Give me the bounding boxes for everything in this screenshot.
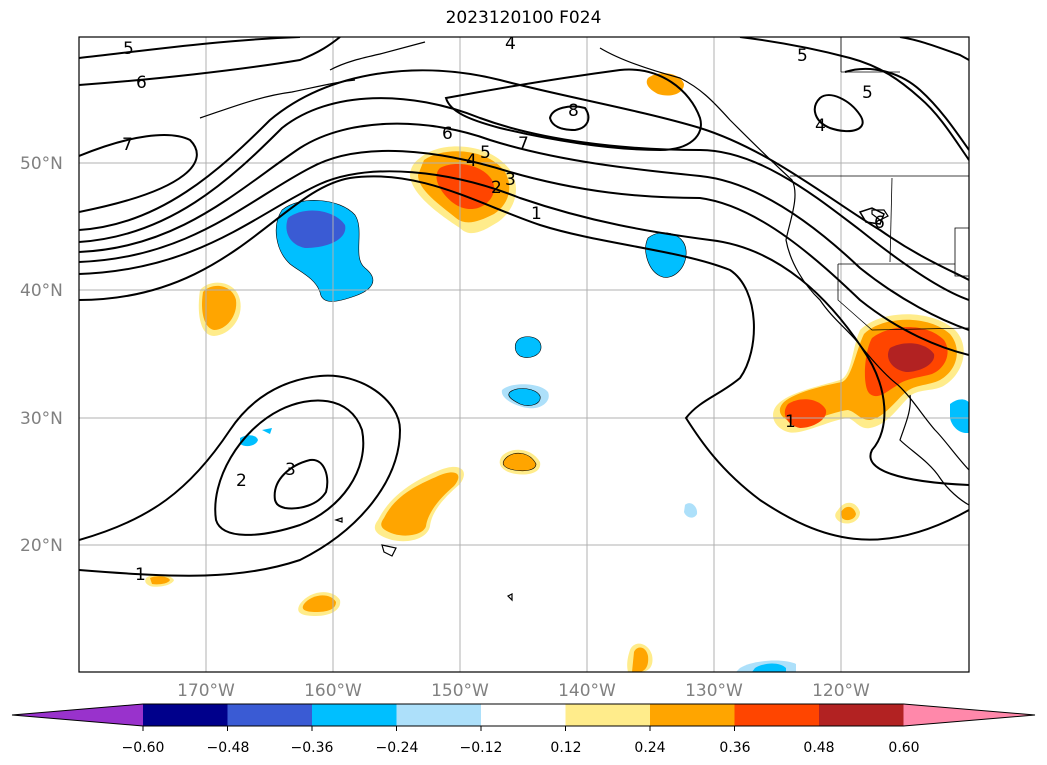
contour-labels: 5 4 5 6 7 8 6 7 4 5 3 2 1 5 4 6 1 2 3 1 bbox=[122, 34, 885, 585]
colorbar-segment bbox=[481, 704, 566, 726]
colorbar-segment bbox=[565, 704, 651, 726]
colorbar-segment bbox=[143, 704, 228, 726]
contour-label: 4 bbox=[505, 34, 516, 54]
lat-label: 40°N bbox=[20, 281, 63, 301]
colorbar-segment bbox=[819, 704, 904, 726]
colorbar-segment bbox=[396, 704, 482, 726]
colorbar-segment bbox=[734, 704, 820, 726]
lon-label: 130°W bbox=[685, 681, 743, 701]
colorbar-tick-label: 0.12 bbox=[550, 740, 581, 756]
contour-label: 5 bbox=[480, 143, 491, 163]
colorbar-tick-label: −0.60 bbox=[122, 740, 165, 756]
lon-label: 140°W bbox=[558, 681, 616, 701]
contour-label: 6 bbox=[136, 73, 147, 93]
colorbar-segment bbox=[650, 704, 735, 726]
contour-label: 2 bbox=[491, 178, 502, 198]
contour-label: 5 bbox=[123, 39, 134, 59]
gridlines bbox=[79, 37, 969, 672]
lon-label: 150°W bbox=[431, 681, 489, 701]
map-panel: 5 4 5 6 7 8 6 7 4 5 3 2 1 5 4 6 1 2 3 1 bbox=[79, 34, 969, 672]
contour-label: 6 bbox=[442, 124, 453, 144]
lat-label: 50°N bbox=[20, 154, 63, 174]
colorbar-tick-label: 0.24 bbox=[634, 740, 665, 756]
colorbar-extend-min bbox=[12, 704, 143, 726]
contour-label: 4 bbox=[815, 116, 826, 136]
contour-label: 1 bbox=[531, 204, 542, 224]
height-contours bbox=[79, 37, 969, 577]
colorbar bbox=[11, 703, 1036, 731]
contour-label: 7 bbox=[518, 134, 529, 154]
colorbar-extend-max bbox=[903, 704, 1035, 726]
negative-anomaly-region bbox=[514, 336, 542, 358]
contour-label: 8 bbox=[568, 101, 579, 121]
map-title: 2023120100 F024 bbox=[445, 8, 602, 28]
contour-label: 3 bbox=[285, 460, 296, 480]
longitude-labels: 170°W 160°W 150°W 140°W 130°W 120°W bbox=[177, 681, 870, 701]
colorbar-tick-label: −0.24 bbox=[376, 740, 419, 756]
lat-label: 30°N bbox=[20, 409, 63, 429]
colorbar-segment bbox=[227, 704, 313, 726]
lon-label: 160°W bbox=[304, 681, 362, 701]
colorbar-tick-label: 0.60 bbox=[888, 740, 919, 756]
contour-label: 1 bbox=[785, 412, 796, 432]
colorbar-tick-label: 0.36 bbox=[719, 740, 750, 756]
contour-label: 7 bbox=[122, 135, 133, 155]
contour-label: 6 bbox=[874, 213, 885, 233]
lat-label: 20°N bbox=[20, 536, 63, 556]
colorbar-tick-label: 0.48 bbox=[803, 740, 834, 756]
colorbar-tick-label: −0.12 bbox=[460, 740, 503, 756]
colorbar-tick-label: −0.48 bbox=[207, 740, 250, 756]
negative-anomaly-region bbox=[950, 399, 969, 433]
contour-label: 4 bbox=[466, 151, 477, 171]
contour-label: 3 bbox=[505, 170, 516, 190]
colorbar-segment bbox=[312, 704, 397, 726]
latitude-labels: 50°N 40°N 30°N 20°N bbox=[20, 154, 63, 556]
colorbar-ticks: −0.60 −0.48 −0.36 −0.24 −0.12 0.12 0.24 … bbox=[122, 740, 920, 756]
colorbar-tick-label: −0.36 bbox=[291, 740, 334, 756]
contour-label: 5 bbox=[862, 83, 873, 103]
contour-label: 2 bbox=[236, 471, 247, 491]
contour-label: 5 bbox=[797, 46, 808, 66]
coastlines bbox=[199, 41, 969, 602]
contour-label: 1 bbox=[135, 565, 146, 585]
map-frame bbox=[78, 36, 970, 673]
lon-label: 170°W bbox=[177, 681, 235, 701]
lon-label: 120°W bbox=[812, 681, 870, 701]
